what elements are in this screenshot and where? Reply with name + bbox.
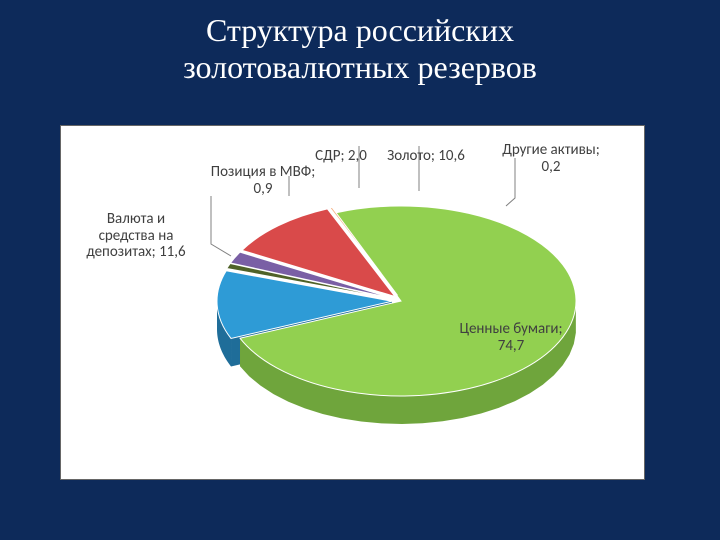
slide: Структура российских золотовалютных резе… <box>0 0 720 540</box>
pie-chart <box>61 126 646 481</box>
slice-label-currency: Валюта и средства на депозитах; 11,6 <box>76 211 196 261</box>
slice-label-imf: Позиция в МВФ; 0,9 <box>193 164 333 197</box>
chart-frame: Ценные бумаги; 74,7 Валюта и средства на … <box>60 125 645 480</box>
slice-label-securities: Ценные бумаги; 74,7 <box>431 321 591 354</box>
slide-title: Структура российских золотовалютных резе… <box>0 12 720 86</box>
leader-currency <box>211 196 231 256</box>
slice-label-other: Другие активы; 0,2 <box>481 142 621 175</box>
slice-label-gold: Золото; 10,6 <box>366 148 486 165</box>
